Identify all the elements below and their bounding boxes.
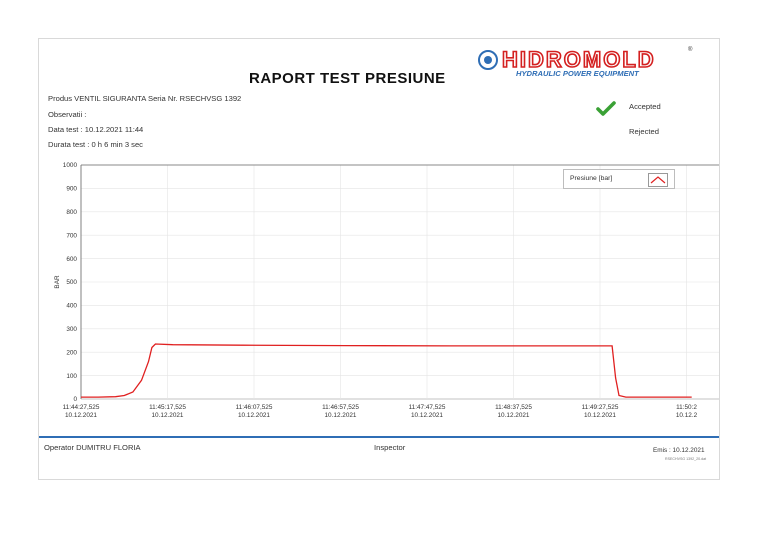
logo-gear-icon	[478, 50, 498, 70]
y-tick-label: 400	[66, 303, 77, 310]
x-tick-date-label: 10.12.2021	[584, 412, 616, 419]
test-duration: Durata test : 0 h 6 min 3 sec	[48, 140, 143, 149]
chart-legend: Presiune [bar]	[563, 169, 675, 189]
hidromold-logo: HIDROMOLD HYDRAULIC POWER EQUIPMENT ®	[478, 46, 693, 78]
pressure-series-line	[81, 343, 692, 398]
checkmark-icon	[596, 101, 616, 116]
observations-label: Observatii :	[48, 110, 87, 119]
product-line: Produs VENTIL SIGURANTA Seria Nr. RSECHV…	[48, 94, 242, 103]
x-tick-time-label: 11:46:07,525	[236, 404, 273, 411]
legend-line-icon	[648, 173, 668, 187]
file-reference: RSECHVSG 1392_20.dat	[665, 457, 707, 461]
inspector-label: Inspector	[374, 443, 406, 452]
x-tick-date-label: 10.12.2021	[238, 412, 270, 419]
y-tick-label: 500	[66, 279, 77, 286]
y-tick-label: 100	[66, 373, 77, 380]
status-rejected: Rejected	[629, 127, 659, 136]
x-tick-time-label: 11:49:27,525	[582, 404, 619, 411]
y-tick-label: 800	[66, 209, 77, 216]
y-axis-label: BAR	[54, 275, 61, 289]
x-tick-time-label: 11:47:47,525	[409, 404, 446, 411]
x-tick-date-label: 10.12.2021	[65, 412, 97, 419]
x-tick-time-label: 11:50:2	[676, 404, 697, 411]
logo-brand-text: HIDROMOLD	[502, 47, 656, 72]
test-date: Data test : 10.12.2021 11:44	[48, 125, 144, 134]
status-accepted: Accepted	[629, 102, 661, 111]
logo-registered-mark: ®	[688, 46, 693, 53]
y-tick-label: 900	[66, 186, 77, 193]
report-page: HIDROMOLD HYDRAULIC POWER EQUIPMENT ® RA…	[38, 38, 720, 480]
x-tick-date-label: 10.12.2021	[325, 412, 357, 419]
x-tick-time-label: 11:48:37,525	[495, 404, 532, 411]
y-tick-label: 0	[73, 396, 77, 403]
x-tick-date-label: 10.12.2021	[411, 412, 443, 419]
y-tick-label: 1000	[63, 162, 78, 169]
logo-tagline: HYDRAULIC POWER EQUIPMENT	[516, 69, 640, 78]
pressure-chart: 0 100 200 300 400 500 600 700 800 900 1000 11:44:27…	[54, 162, 719, 419]
x-tick-date-label: 10.12.2	[676, 412, 698, 419]
legend-series-label: Presiune [bar]	[570, 175, 613, 182]
x-tick-date-label: 10.12.2021	[152, 412, 184, 419]
y-tick-label: 200	[66, 349, 77, 356]
x-tick-time-label: 11:46:57,525	[322, 404, 359, 411]
x-tick-time-label: 11:44:27,525	[63, 404, 100, 411]
y-tick-label: 300	[66, 326, 77, 333]
x-tick-time-label: 11:45:17,525	[149, 404, 186, 411]
x-tick-date-label: 10.12.2021	[498, 412, 530, 419]
footer-divider	[39, 436, 719, 438]
report-title: RAPORT TEST PRESIUNE	[249, 70, 446, 87]
y-tick-label: 600	[66, 256, 77, 263]
y-tick-label: 700	[66, 232, 77, 239]
issue-date: Emis : 10.12.2021	[653, 447, 705, 454]
operator-name: Operator DUMITRU FLORIA	[44, 443, 141, 452]
